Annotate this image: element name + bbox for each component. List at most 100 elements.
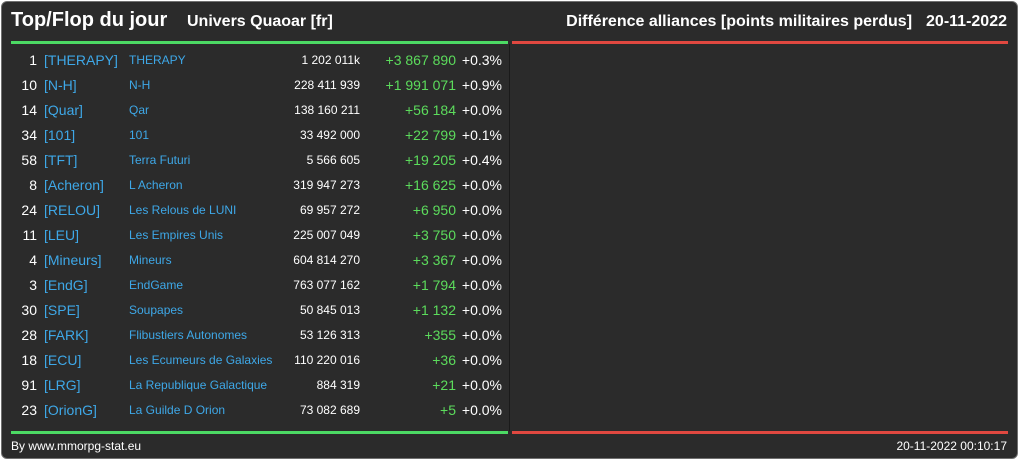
table-row: 11 [LEU] Les Empires Unis 225 007 049 +3 750… <box>11 223 508 248</box>
alliance-name-link[interactable]: Les Empires Unis <box>129 228 224 242</box>
table-row: 8 [Acheron] L Acheron 319 947 273 +16 625 +0.… <box>11 173 508 198</box>
rank-cell: 28 <box>21 327 37 343</box>
points-cell: 33 492 000 <box>299 128 360 142</box>
table-row: 1 [THERAPY] THERAPY 1 202 011k +3 867 890 +0.… <box>11 48 508 73</box>
alliance-name-link[interactable]: Les Relous de LUNI <box>129 203 237 217</box>
rank-cell: 3 <box>29 277 37 293</box>
alliance-name-link[interactable]: 101 <box>129 128 150 142</box>
diff-cell: +3 750 <box>412 227 456 243</box>
top-table: 1 [THERAPY] THERAPY 1 202 011k +3 867 890 +0.… <box>11 48 508 423</box>
rank-cell: 58 <box>21 152 37 168</box>
category-title: Différence alliances [points militaires … <box>566 13 1007 31</box>
rank-cell: 1 <box>29 52 37 68</box>
alliance-name-link[interactable]: THERAPY <box>129 53 186 67</box>
alliance-tag-link[interactable]: [OrionG] <box>44 402 97 418</box>
points-cell: 884 319 <box>316 378 360 392</box>
rank-cell: 4 <box>29 252 37 268</box>
points-cell: 50 845 013 <box>299 303 360 317</box>
rank-cell: 91 <box>21 377 37 393</box>
category-label: Différence alliances [points militaires … <box>566 13 913 30</box>
diff-cell: +3 367 <box>412 252 456 268</box>
site-credit-link[interactable]: By www.mmorpg-stat.eu <box>11 439 142 453</box>
alliance-tag-link[interactable]: [N-H] <box>44 77 77 93</box>
header-date: 20-11-2022 <box>926 13 1007 30</box>
diff-cell: +1 794 <box>412 277 456 293</box>
diff-cell: +3 867 890 <box>385 52 456 68</box>
alliance-tag-link[interactable]: [THERAPY] <box>44 52 118 68</box>
percent-cell: +0.3% <box>461 52 502 68</box>
table-row: 24 [RELOU] Les Relous de LUNI 69 957 272 +6 … <box>11 198 508 223</box>
rank-cell: 30 <box>21 302 37 318</box>
column-divider <box>509 44 510 431</box>
points-cell: 1 202 011k <box>301 53 361 67</box>
percent-cell: +0.0% <box>461 202 502 218</box>
diff-cell: +56 184 <box>405 102 456 118</box>
rank-cell: 34 <box>21 127 37 143</box>
table-row: 34 [101] 101 33 492 000 +22 799 +0.1% <box>11 123 508 148</box>
alliance-tag-link[interactable]: [101] <box>44 127 76 143</box>
alliance-name-link[interactable]: Mineurs <box>129 253 172 267</box>
alliance-name-link[interactable]: La Republique Galactique <box>129 378 268 392</box>
alliance-name-link[interactable]: Qar <box>129 103 150 117</box>
alliance-tag-link[interactable]: [Mineurs] <box>44 252 102 268</box>
alliance-name-link[interactable]: Terra Futuri <box>129 153 191 167</box>
bottom-divider-green <box>11 431 508 434</box>
percent-cell: +0.0% <box>461 327 502 343</box>
alliance-tag-link[interactable]: [RELOU] <box>44 202 101 218</box>
alliance-tag-link[interactable]: [FARK] <box>44 327 89 343</box>
top-divider-red <box>512 41 1008 44</box>
percent-cell: +0.0% <box>461 252 502 268</box>
alliance-tag-link[interactable]: [ECU] <box>44 352 82 368</box>
alliance-name-link[interactable]: Les Ecumeurs de Galaxies <box>129 353 273 367</box>
update-timestamp: 20-11-2022 00:10:17 <box>896 439 1007 453</box>
alliance-tag-link[interactable]: [Quar] <box>44 102 83 118</box>
alliance-tag-link[interactable]: [Acheron] <box>44 177 104 193</box>
diff-cell: +19 205 <box>405 152 456 168</box>
points-cell: 69 957 272 <box>299 203 360 217</box>
table-row: 14 [Quar] Qar 138 160 211 +56 184 +0.0% <box>11 98 508 123</box>
table-row: 23 [OrionG] La Guilde D Orion 73 082 689 +5 +… <box>11 398 508 423</box>
diff-cell: +22 799 <box>405 127 456 143</box>
diff-cell: +1 132 <box>412 302 456 318</box>
alliance-tag-link[interactable]: [TFT] <box>44 152 78 168</box>
points-cell: 228 411 939 <box>294 78 360 92</box>
diff-cell: +5 <box>440 402 456 418</box>
alliance-name-link[interactable]: EndGame <box>129 278 184 292</box>
percent-cell: +0.4% <box>461 152 502 168</box>
rank-cell: 8 <box>29 177 37 193</box>
points-cell: 138 160 211 <box>294 103 360 117</box>
diff-cell: +6 950 <box>412 202 456 218</box>
rank-cell: 14 <box>21 102 37 118</box>
rank-cell: 10 <box>21 77 37 93</box>
alliance-tag-link[interactable]: [EndG] <box>44 277 88 293</box>
header: Top/Flop du jour Univers Quaoar [fr] Dif… <box>2 2 1017 40</box>
table-row: 30 [SPE] Soupapes 50 845 013 +1 132 +0.0% <box>11 298 508 323</box>
bottom-divider-red <box>512 431 1008 434</box>
points-cell: 73 082 689 <box>299 403 360 417</box>
points-cell: 110 220 016 <box>294 353 360 367</box>
alliance-tag-link[interactable]: [SPE] <box>44 302 80 318</box>
points-cell: 763 077 162 <box>293 278 360 292</box>
points-cell: 5 566 605 <box>306 153 360 167</box>
percent-cell: +0.0% <box>461 102 502 118</box>
alliance-name-link[interactable]: La Guilde D Orion <box>129 403 226 417</box>
alliance-tag-link[interactable]: [LRG] <box>44 377 81 393</box>
diff-cell: +355 <box>424 327 456 343</box>
universe-label: Univers Quaoar [fr] <box>187 13 333 30</box>
alliance-name-link[interactable]: Flibustiers Autonomes <box>129 328 248 342</box>
percent-cell: +0.0% <box>461 277 502 293</box>
alliance-name-link[interactable]: N-H <box>129 78 151 92</box>
percent-cell: +0.0% <box>461 302 502 318</box>
rank-cell: 18 <box>21 352 37 368</box>
points-cell: 53 126 313 <box>299 328 360 342</box>
percent-cell: +0.0% <box>461 227 502 243</box>
table-row: 91 [LRG] La Republique Galactique 884 319 +2… <box>11 373 508 398</box>
alliance-tag-link[interactable]: [LEU] <box>44 227 80 243</box>
alliance-name-link[interactable]: Soupapes <box>129 303 184 317</box>
rank-cell: 24 <box>21 202 37 218</box>
alliance-name-link[interactable]: L Acheron <box>129 178 183 192</box>
points-cell: 604 814 270 <box>293 253 360 267</box>
table-row: 4 [Mineurs] Mineurs 604 814 270 +3 367 +0.0% <box>11 248 508 273</box>
top-divider-green <box>11 41 508 44</box>
